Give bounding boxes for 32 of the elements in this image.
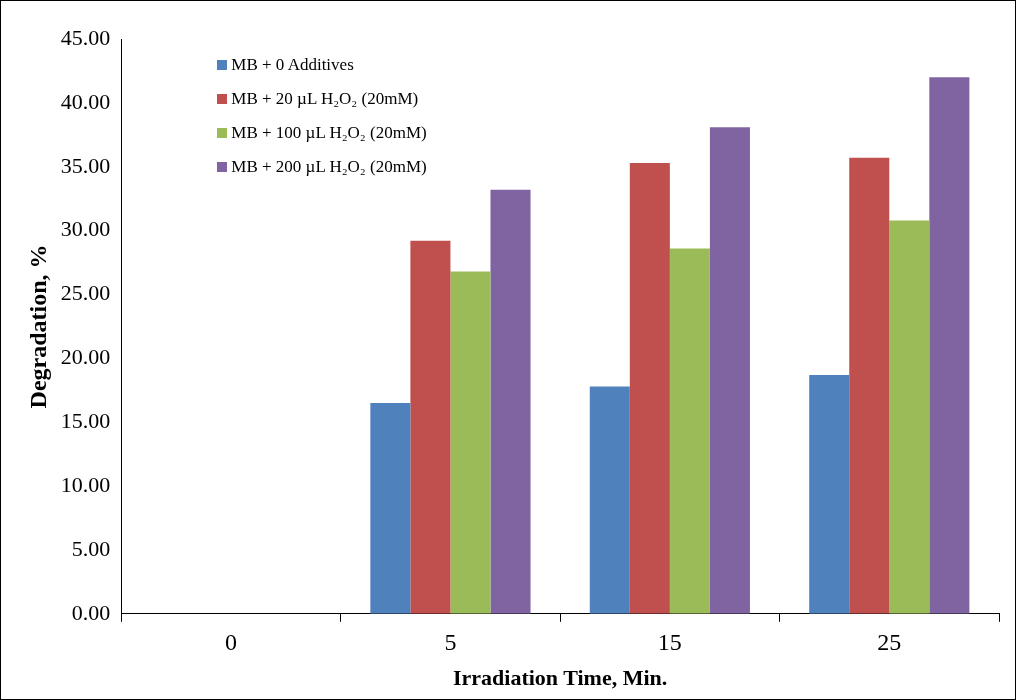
bar	[589, 386, 630, 614]
bar	[370, 403, 411, 614]
y-tick-label: 0.00	[71, 599, 111, 625]
bar	[629, 162, 670, 614]
y-tick-label: 20.00	[60, 344, 111, 370]
bar	[709, 127, 750, 614]
y-tick-label: 30.00	[60, 216, 111, 242]
bar	[450, 271, 491, 614]
y-tick-label: 10.00	[60, 471, 111, 497]
x-tick-label: 25	[877, 629, 902, 656]
x-tick-label: 0	[225, 629, 238, 656]
y-tick-label: 25.00	[60, 280, 111, 306]
x-tick-label: 5	[444, 629, 457, 656]
legend-label: MB + 100 µL H₂O₂ (20mM)	[231, 123, 427, 143]
bar	[410, 240, 451, 614]
bar	[669, 248, 710, 614]
bar	[889, 220, 930, 614]
bar	[490, 189, 531, 614]
y-tick-label: 15.00	[60, 407, 111, 433]
bar	[809, 374, 850, 614]
legend-label: MB + 200 µL H₂O₂ (20mM)	[231, 157, 427, 177]
x-axis-title: Irradiation Time, Min.	[452, 665, 668, 691]
bar	[929, 77, 970, 614]
y-tick-label: 5.00	[71, 535, 111, 561]
legend-label: MB + 20 µL H₂O₂ (20mM)	[231, 89, 419, 109]
y-axis-title: Degradation, %	[24, 244, 51, 409]
y-tick-label: 35.00	[60, 152, 111, 178]
y-tick-label: 40.00	[60, 88, 111, 114]
legend-label: MB + 0 Additives	[231, 55, 354, 75]
y-tick-label: 45.00	[60, 24, 111, 50]
bar	[849, 157, 890, 614]
x-tick-label: 15	[657, 629, 682, 656]
